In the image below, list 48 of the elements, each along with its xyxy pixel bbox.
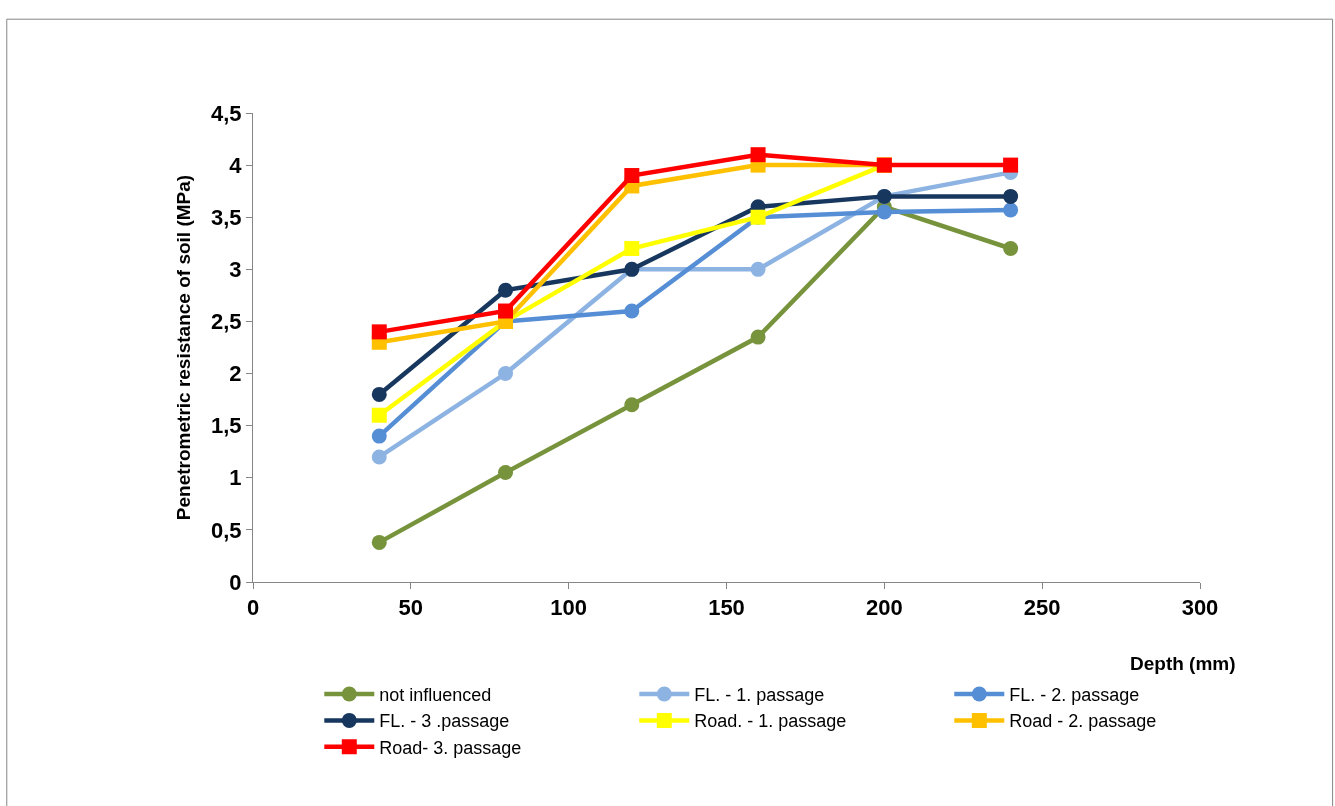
point: [371, 386, 387, 402]
x-tick-label: 200: [865, 595, 903, 621]
y-tick-label: 1,5: [211, 413, 242, 439]
x-axis-title: Depth (mm): [1130, 653, 1236, 674]
point: [1003, 240, 1019, 256]
x-tick-label: 250: [1023, 595, 1061, 621]
x-tick-label: 150: [708, 595, 745, 621]
point: [624, 240, 640, 256]
point: [624, 397, 640, 413]
point: [371, 407, 387, 423]
legend-label: Road- 3. passage: [379, 737, 522, 758]
y-axis-title: Penetrometric resistance of soil (MPa): [172, 174, 194, 521]
x-tick-label: 50: [398, 595, 424, 621]
point: [498, 366, 514, 382]
y-tick-label: 2: [229, 361, 242, 387]
legend-label: not influenced: [379, 685, 492, 706]
y-tick-label: 4: [229, 152, 243, 178]
x-tick-label: 100: [550, 595, 588, 621]
point: [876, 204, 892, 220]
point: [750, 261, 766, 277]
point: [371, 324, 387, 340]
point: [371, 534, 387, 550]
point: [498, 465, 514, 481]
x-tick-label: 300: [1181, 595, 1219, 621]
point: [624, 303, 640, 319]
point: [750, 329, 766, 345]
point: [1003, 157, 1019, 173]
y-tick-label: 3,5: [211, 204, 242, 230]
point: [498, 282, 514, 298]
y-tick-label: 1: [229, 465, 242, 491]
legend-label: Road - 2. passage: [1009, 711, 1157, 732]
point: [371, 449, 387, 465]
point: [1003, 202, 1019, 218]
y-tick-label: 2,5: [211, 309, 242, 335]
point: [1003, 188, 1019, 204]
legend-label: FL. - 3 .passage: [379, 711, 510, 732]
y-tick-label: 0: [229, 569, 242, 595]
point: [624, 168, 640, 184]
y-tick-label: 4,5: [211, 100, 242, 126]
legend-label: FL. - 2. passage: [1009, 685, 1140, 706]
x-tick-label: 0: [246, 595, 260, 621]
legend-label: FL. - 1. passage: [694, 685, 825, 706]
y-tick-label: 3: [229, 257, 242, 283]
point: [371, 428, 387, 444]
y-tick-label: 0,5: [211, 517, 242, 543]
point: [750, 147, 766, 163]
legend-label: Road. - 1. passage: [694, 711, 847, 732]
point: [498, 303, 514, 319]
